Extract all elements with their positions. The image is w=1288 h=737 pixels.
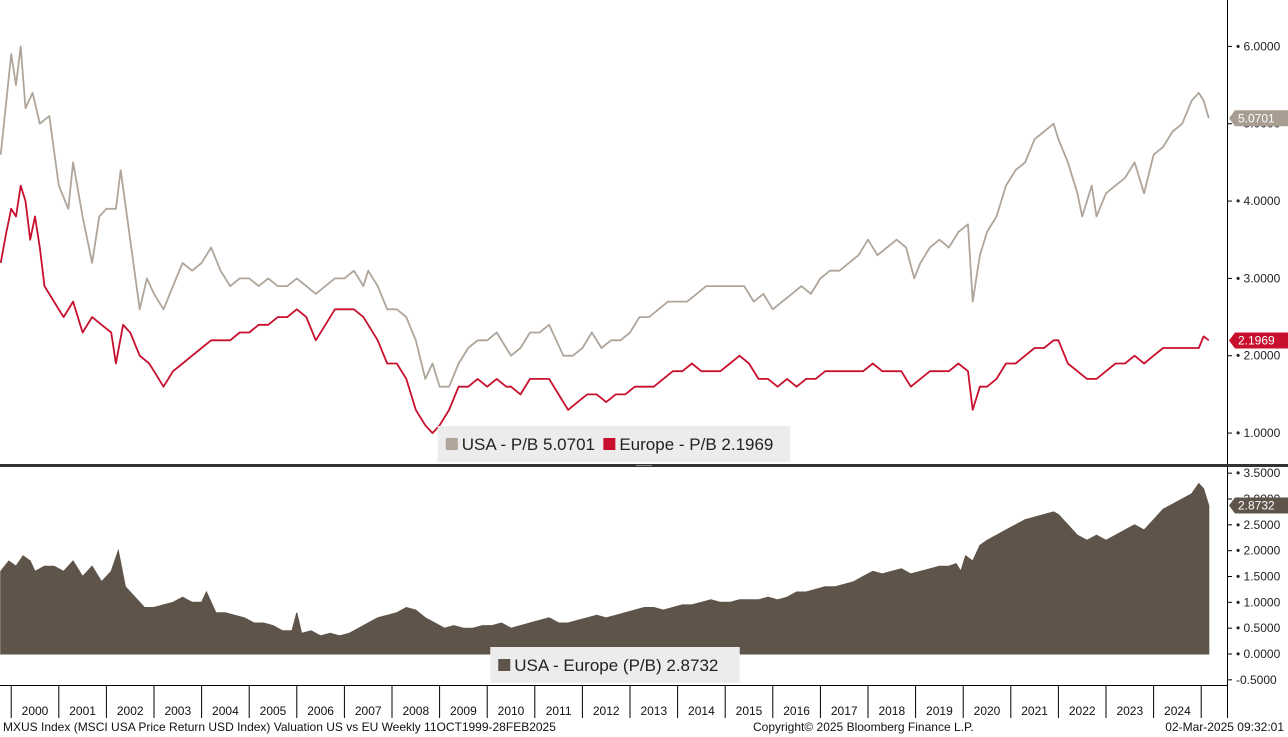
usa-pb-line (0, 45, 1210, 388)
legend-swatch (445, 438, 458, 450)
bottom-legend-bg (490, 647, 740, 683)
y-tick-label: • 2.0000 (1236, 349, 1281, 363)
usa-europe-spread-area (0, 482, 1210, 655)
x-tick-label: 2024 (1164, 704, 1191, 718)
y-tick-label: • 2.0000 (1236, 544, 1281, 558)
usa-value-badge-label: 5.0701 (1238, 111, 1275, 125)
bottom-panel: -0.5000 • 0.0000 • 0.5000 • 1.0000 • 1.5000 •… (0, 466, 1288, 687)
legend-label: Europe - P/B 2.1969 (619, 435, 773, 454)
x-tick-label: 2021 (1021, 704, 1048, 718)
x-tick-label: 2010 (498, 704, 525, 718)
x-tick-label: 2012 (593, 704, 620, 718)
x-tick-label: 2002 (117, 704, 144, 718)
y-tick-label: • 3.0000 (1236, 271, 1281, 285)
europe-value-badge-label: 2.1969 (1238, 334, 1275, 348)
legend-label: USA - Europe (P/B) 2.8732 (514, 656, 718, 675)
legend-swatch (603, 438, 616, 450)
y-tick-label: • 2.5000 (1236, 518, 1281, 532)
x-tick-label: 2018 (878, 704, 905, 718)
x-tick-label: 2014 (688, 704, 715, 718)
x-tick-label: 2008 (402, 704, 429, 718)
bottom-legend: USA - Europe (P/B) 2.8732 (490, 647, 740, 683)
x-tick-label: 2009 (450, 704, 477, 718)
spread-value-badge: 2.8732 (1229, 497, 1288, 514)
y-tick-label: • 1.0000 (1236, 595, 1281, 609)
x-tick-label: 2013 (640, 704, 667, 718)
top-panel: • 1.0000• 2.0000• 3.0000• 4.0000• 5.0000… (0, 39, 1288, 462)
europe-value-badge: 2.1969 (1229, 332, 1288, 349)
x-tick-label: 2020 (974, 704, 1001, 718)
y-tick-label: • 4.0000 (1236, 194, 1281, 208)
x-tick-label: 2001 (69, 704, 96, 718)
x-tick-label: 2006 (307, 704, 334, 718)
x-tick-label: 2016 (783, 704, 810, 718)
legend-label: USA - P/B 5.0701 (462, 435, 595, 454)
x-tick-label: 2000 (22, 704, 49, 718)
top-legend: USA - P/B 5.0701 Europe - P/B 2.1969 (437, 426, 791, 462)
usa-value-badge-bg (1229, 110, 1288, 127)
y-tick-label: -0.5000 (1236, 673, 1277, 687)
footer-copyright: Copyright© 2025 Bloomberg Finance L.P. (753, 720, 974, 734)
x-tick-label: 2011 (546, 704, 572, 718)
europe-value-badge-bg (1229, 332, 1288, 349)
x-axis: 2000 2001 2002 2003 2004 2005 2006 2007 2008 2009… (0, 685, 1227, 718)
x-tick-label: 2019 (926, 704, 953, 718)
x-tick-label: 2007 (355, 704, 382, 718)
footer-timestamp: 02-Mar-2025 09:32:01 (1165, 720, 1284, 734)
y-tick-label: • 1.5000 (1236, 570, 1281, 584)
legend-swatch (498, 659, 511, 671)
y-tick-label: • 1.0000 (1236, 426, 1281, 440)
spread-value-badge-label: 2.8732 (1238, 499, 1275, 513)
x-tick-label: 2022 (1069, 704, 1096, 718)
y-tick-label: • 6.0000 (1236, 39, 1281, 53)
y-tick-label: • 0.5000 (1236, 621, 1281, 635)
x-tick-label: 2005 (260, 704, 287, 718)
x-tick-label: 2003 (164, 704, 191, 718)
x-tick-label: 2015 (736, 704, 763, 718)
y-tick-label: • 3.5000 (1236, 466, 1281, 480)
usa-value-badge: 5.0701 (1229, 110, 1288, 127)
spread-value-badge-bg (1229, 497, 1288, 514)
y-tick-label: • 0.0000 (1236, 647, 1281, 661)
europe-pb-line (0, 184, 1210, 434)
x-tick-label: 2017 (831, 704, 858, 718)
footer-source: MXUS Index (MSCI USA Price Return USD In… (3, 720, 556, 734)
x-tick-label: 2004 (212, 704, 239, 718)
x-tick-label: 2023 (1116, 704, 1143, 718)
